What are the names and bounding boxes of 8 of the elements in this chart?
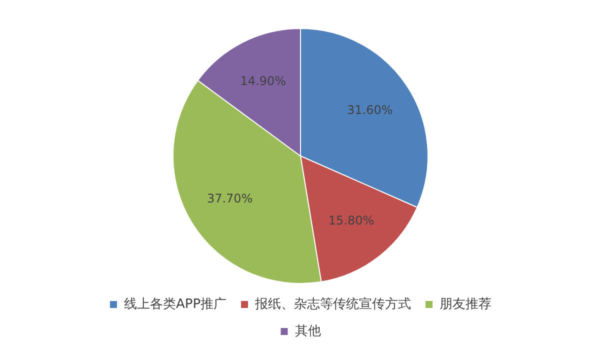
legend-label: 线上各类APP推广 <box>124 296 227 312</box>
data-label: 37.70% <box>206 191 253 206</box>
data-label: 15.80% <box>328 214 374 228</box>
legend-label: 其他 <box>294 324 321 339</box>
data-label: 31.60% <box>347 102 393 117</box>
data-label: 14.90% <box>240 74 286 88</box>
legend-label: 朋友推荐 <box>440 296 492 312</box>
legend-label: 报纸、杂志等传统宣传方式 <box>254 296 412 312</box>
